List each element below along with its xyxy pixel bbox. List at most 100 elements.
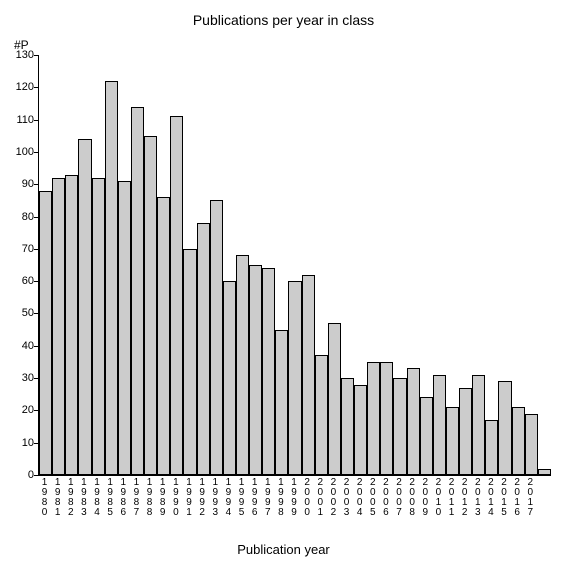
xtick-label: 2012 [460, 478, 470, 518]
xtick-label: 1980 [40, 478, 50, 518]
bar [407, 368, 420, 475]
bar [65, 175, 78, 475]
xtick-label: 2008 [407, 478, 417, 518]
bar [446, 407, 459, 475]
bar [249, 265, 262, 475]
bar [512, 407, 525, 475]
bar [393, 378, 406, 475]
xtick-label: 1986 [118, 478, 128, 518]
bar [223, 281, 236, 475]
ytick-label: 50 [6, 307, 34, 319]
xtick-label: 2016 [512, 478, 522, 518]
bar [367, 362, 380, 475]
xtick-label: 1983 [79, 478, 89, 518]
bar [157, 197, 170, 475]
plot-area [38, 55, 551, 476]
ytick-mark [34, 410, 38, 411]
bar [525, 414, 538, 475]
bar [39, 191, 52, 475]
bar [197, 223, 210, 475]
ytick-mark [34, 378, 38, 379]
bar [92, 178, 105, 475]
ytick-label: 60 [6, 275, 34, 287]
bar [170, 116, 183, 475]
ytick-mark [34, 475, 38, 476]
bar [262, 268, 275, 475]
bar [183, 249, 196, 475]
bar [472, 375, 485, 475]
bar [288, 281, 301, 475]
xtick-label: 2007 [394, 478, 404, 518]
ytick-label: 100 [6, 146, 34, 158]
xtick-label: 1984 [92, 478, 102, 518]
bar [131, 107, 144, 475]
bar [380, 362, 393, 475]
xtick-label: 1989 [158, 478, 168, 518]
xtick-label: 1997 [263, 478, 273, 518]
xtick-label: 2002 [328, 478, 338, 518]
xtick-label: 2015 [499, 478, 509, 518]
xtick-label: 1995 [236, 478, 246, 518]
chart-title: Publications per year in class [0, 12, 567, 28]
bar [144, 136, 157, 475]
ytick-mark [34, 152, 38, 153]
bar [315, 355, 328, 475]
xtick-label: 1991 [184, 478, 194, 518]
bar [105, 81, 118, 475]
xtick-label: 2001 [315, 478, 325, 518]
bar [236, 255, 249, 475]
bar [459, 388, 472, 475]
ytick-mark [34, 313, 38, 314]
ytick-label: 30 [6, 372, 34, 384]
ytick-mark [34, 120, 38, 121]
ytick-label: 40 [6, 340, 34, 352]
xtick-label: 1998 [276, 478, 286, 518]
xtick-label: 2009 [420, 478, 430, 518]
bar [433, 375, 446, 475]
xtick-label: 1987 [131, 478, 141, 518]
ytick-label: 20 [6, 404, 34, 416]
ytick-label: 120 [6, 81, 34, 93]
bar [78, 139, 91, 475]
xtick-label: 1996 [250, 478, 260, 518]
bar [52, 178, 65, 475]
xtick-label: 1988 [145, 478, 155, 518]
ytick-mark [34, 249, 38, 250]
ytick-mark [34, 87, 38, 88]
bar [354, 385, 367, 475]
xtick-label: 2006 [381, 478, 391, 518]
xtick-label: 1981 [53, 478, 63, 518]
ytick-label: 80 [6, 211, 34, 223]
bar [210, 200, 223, 475]
xtick-label: 1993 [210, 478, 220, 518]
ytick-mark [34, 281, 38, 282]
bar [498, 381, 511, 475]
ytick-label: 110 [6, 114, 34, 126]
ytick-label: 130 [6, 49, 34, 61]
bar [538, 469, 551, 475]
bar [118, 181, 131, 475]
xtick-label: 2000 [302, 478, 312, 518]
ytick-label: 70 [6, 243, 34, 255]
xtick-label: 2004 [355, 478, 365, 518]
xtick-label: 2014 [486, 478, 496, 518]
ytick-mark [34, 217, 38, 218]
ytick-mark [34, 443, 38, 444]
chart-container: Publications per year in class #P Public… [0, 0, 567, 567]
ytick-label: 10 [6, 437, 34, 449]
xtick-label: 2017 [525, 478, 535, 518]
xtick-label: 2003 [342, 478, 352, 518]
xtick-label: 2005 [368, 478, 378, 518]
bar [302, 275, 315, 475]
ytick-mark [34, 184, 38, 185]
xtick-label: 1990 [171, 478, 181, 518]
x-axis-label: Publication year [0, 542, 567, 557]
bar [328, 323, 341, 475]
xtick-label: 1992 [197, 478, 207, 518]
bar [341, 378, 354, 475]
bar [420, 397, 433, 475]
xtick-label: 2011 [447, 478, 457, 518]
ytick-mark [34, 55, 38, 56]
bar [485, 420, 498, 475]
ytick-mark [34, 346, 38, 347]
